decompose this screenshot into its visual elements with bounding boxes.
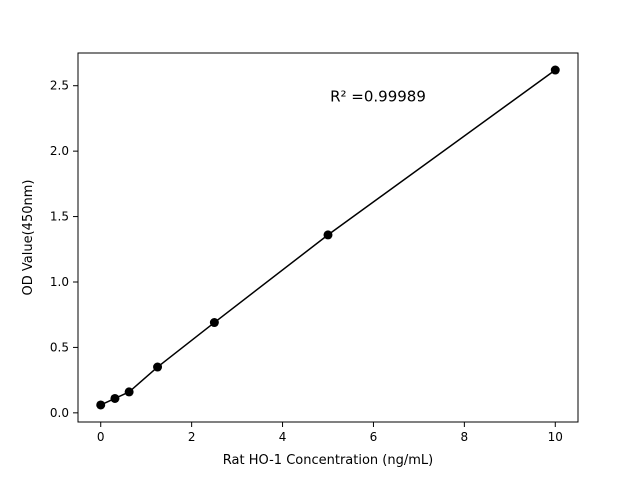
data-point bbox=[153, 362, 163, 372]
y-tick-label: 1.5 bbox=[50, 210, 69, 224]
axes-box bbox=[77, 52, 579, 423]
data-point bbox=[124, 387, 134, 397]
data-point bbox=[550, 65, 560, 75]
y-axis-label: OD Value(450nm) bbox=[21, 180, 36, 296]
x-axis-label: Rat HO-1 Concentration (ng/mL) bbox=[223, 453, 433, 468]
y-tick-label: 1.0 bbox=[50, 275, 69, 289]
x-tick-label: 10 bbox=[548, 430, 563, 444]
data-point bbox=[323, 230, 333, 240]
x-tick-label: 4 bbox=[279, 430, 287, 444]
data-point bbox=[96, 400, 106, 410]
x-tick-label: 0 bbox=[97, 430, 105, 444]
y-tick-label: 0.0 bbox=[50, 406, 69, 420]
data-point bbox=[110, 393, 120, 403]
y-tick-label: 0.5 bbox=[50, 340, 69, 354]
x-tick-label: 6 bbox=[370, 430, 378, 444]
x-tick-label: 8 bbox=[461, 430, 469, 444]
y-tick-label: 2.0 bbox=[50, 144, 69, 158]
r-squared-annotation: R² =0.99989 bbox=[330, 87, 426, 105]
x-tick-label: 2 bbox=[188, 430, 196, 444]
y-tick-label: 2.5 bbox=[50, 79, 69, 93]
data-point bbox=[209, 318, 219, 328]
